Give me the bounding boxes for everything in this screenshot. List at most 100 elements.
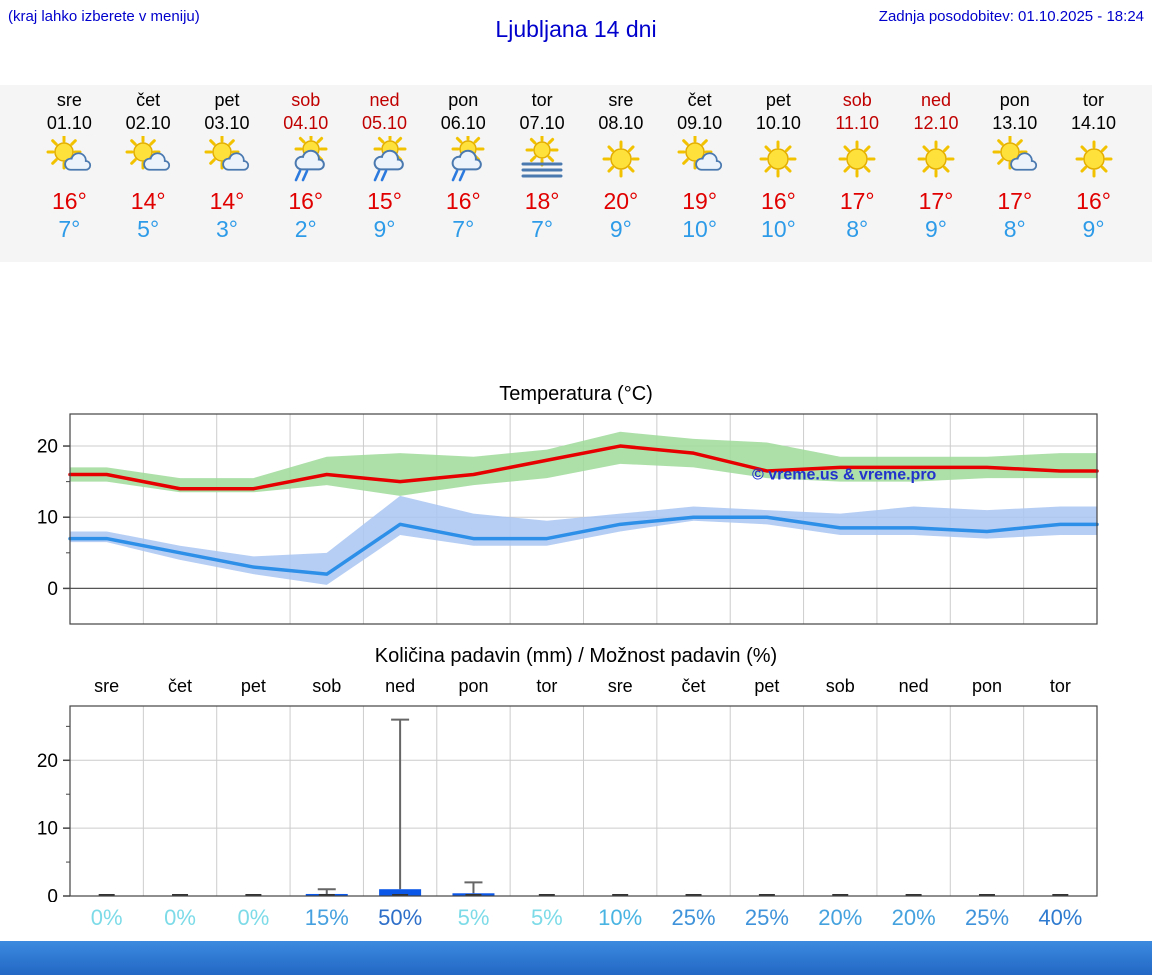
low-temp: 7° bbox=[531, 216, 554, 242]
low-temp: 3° bbox=[215, 216, 238, 242]
y-tick-label: 0 bbox=[47, 887, 58, 903]
precip-probability: 40% bbox=[1038, 905, 1083, 930]
day-date: 14.10 bbox=[1071, 113, 1117, 133]
forecast-day: pet 10.10 16° 10° bbox=[739, 85, 818, 262]
day-date: 11.10 bbox=[835, 113, 880, 133]
day-name: ned bbox=[920, 90, 951, 110]
page-title: Ljubljana 14 dni bbox=[495, 16, 657, 42]
precip-probability: 50% bbox=[378, 905, 423, 930]
day-date: 10.10 bbox=[755, 113, 801, 133]
day-icon bbox=[266, 132, 345, 186]
high-temp: 18° bbox=[524, 188, 560, 214]
day-icon bbox=[109, 134, 188, 186]
day-name: čet bbox=[687, 90, 712, 110]
day-name: tor bbox=[1083, 90, 1105, 110]
day-icon bbox=[975, 134, 1054, 186]
rain-sun-icon bbox=[294, 132, 328, 182]
zero-mark bbox=[465, 894, 482, 896]
precip-bar bbox=[379, 889, 422, 896]
location-hint: (kraj lahko izberete v meniju) bbox=[8, 8, 200, 25]
zero-mark bbox=[318, 894, 335, 896]
forecast-day: pet 03.10 14° 3° bbox=[188, 85, 267, 262]
precip-day-label: pon bbox=[458, 676, 489, 696]
day-date: 05.10 bbox=[361, 113, 408, 133]
forecast-day: sre 08.10 20° 9° bbox=[581, 85, 660, 262]
high-temp: 17° bbox=[839, 188, 875, 214]
sunny-icon bbox=[602, 140, 640, 178]
day-icon bbox=[345, 132, 424, 186]
y-tick-label: 10 bbox=[37, 819, 58, 840]
day-name: pon bbox=[999, 90, 1030, 110]
precip-probability: 10% bbox=[598, 905, 643, 930]
precip-day-label: pon bbox=[971, 676, 1003, 696]
day-name: pon bbox=[448, 90, 479, 110]
day-name: čet bbox=[136, 90, 161, 110]
forecast-day: tor 07.10 18° 7° bbox=[503, 85, 582, 262]
precip-probability: 5% bbox=[530, 905, 563, 930]
y-tick-label: 0 bbox=[47, 579, 58, 600]
day-date: 03.10 bbox=[204, 113, 250, 133]
precip-probability: 20% bbox=[891, 905, 936, 930]
zero-mark bbox=[978, 894, 995, 896]
partly-cloudy-icon bbox=[125, 134, 171, 171]
day-icon bbox=[188, 134, 267, 186]
precip-day-label: sob bbox=[825, 676, 855, 696]
zero-mark bbox=[245, 894, 262, 896]
day-icon bbox=[818, 136, 897, 186]
plot-border bbox=[69, 413, 1098, 625]
low-temp: 8° bbox=[1003, 216, 1026, 242]
day-date: 12.10 bbox=[913, 113, 959, 133]
zero-mark bbox=[758, 894, 775, 896]
y-tick-label: 20 bbox=[37, 437, 58, 458]
low-temp: 9° bbox=[1082, 216, 1105, 242]
precip-day-label: sre bbox=[94, 676, 120, 696]
day-date: 06.10 bbox=[440, 113, 486, 133]
day-name: tor bbox=[531, 90, 553, 110]
low-temp: 9° bbox=[924, 216, 947, 242]
day-icon bbox=[739, 136, 818, 186]
low-temp: 10° bbox=[761, 216, 796, 242]
day-name: sre bbox=[608, 90, 634, 110]
forecast-day: ned 05.10 15° 9° bbox=[345, 85, 424, 262]
plot-border bbox=[69, 705, 1098, 897]
forecast-strip: sre 01.10 16° 7° čet 02.10 14° 5° pet 03.10 14° 3° s… bbox=[0, 85, 1152, 262]
day-name: sre bbox=[56, 90, 82, 110]
day-date: 04.10 bbox=[283, 113, 329, 133]
precip-day-label: sre bbox=[607, 676, 633, 696]
day-date: 07.10 bbox=[519, 113, 565, 133]
day-name: ned bbox=[369, 90, 400, 110]
precip-probability: 0% bbox=[237, 905, 270, 930]
zero-mark bbox=[392, 894, 409, 896]
zero-mark bbox=[905, 894, 922, 896]
high-temp: 16° bbox=[761, 188, 796, 214]
low-temp: 2° bbox=[294, 216, 317, 242]
partly-cloudy-icon bbox=[992, 134, 1037, 171]
precip-chart-title: Količina padavin (mm) / Možnost padavin … bbox=[374, 645, 778, 667]
precip-probability: 0% bbox=[90, 905, 123, 930]
watermark-link[interactable]: © vreme.us & vreme.pro bbox=[752, 466, 937, 483]
y-tick-label: 10 bbox=[37, 508, 58, 529]
precip-day-label: tor bbox=[1049, 676, 1071, 696]
high-temp: 20° bbox=[603, 188, 639, 214]
fog-sun-icon bbox=[521, 133, 563, 178]
day-date: 09.10 bbox=[677, 113, 723, 133]
precip-day-label: sob bbox=[312, 676, 342, 696]
day-name: pet bbox=[214, 90, 240, 110]
sunny-icon bbox=[1075, 140, 1113, 178]
day-name: pet bbox=[765, 90, 791, 110]
precip-probability: 0% bbox=[164, 905, 196, 930]
zero-mark bbox=[98, 894, 115, 896]
precipitation-chart: 0 10 20 bbox=[37, 705, 1098, 903]
forecast-day: čet 02.10 14° 5° bbox=[109, 85, 188, 262]
zero-mark bbox=[612, 894, 629, 896]
precip-probability: 5% bbox=[457, 905, 490, 930]
day-icon bbox=[581, 136, 660, 186]
low-temp: 10° bbox=[682, 216, 718, 242]
day-icon bbox=[503, 133, 582, 186]
high-temp: 16° bbox=[52, 188, 87, 214]
high-temp: 19° bbox=[682, 188, 718, 214]
high-temp: 14° bbox=[130, 188, 166, 214]
precip-day-label: ned bbox=[385, 676, 416, 696]
zero-mark bbox=[685, 894, 702, 896]
low-temp: 8° bbox=[846, 216, 869, 242]
